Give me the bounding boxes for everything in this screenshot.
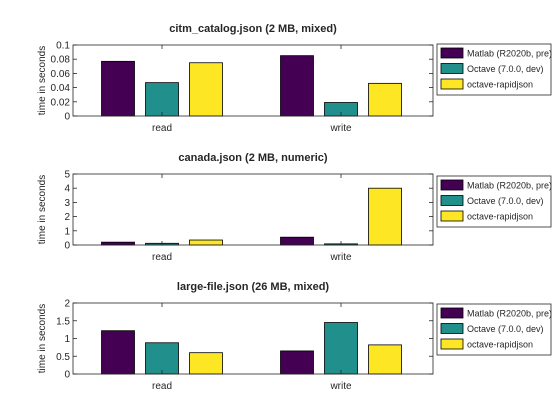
y-tick-label: 0 <box>64 112 70 123</box>
x-tick-label-read: read <box>152 123 172 134</box>
legend-swatch-1 <box>440 307 464 319</box>
legend-label-1: Matlab (R2020b, pre) <box>467 309 552 319</box>
bar-write-series-3 <box>368 82 402 117</box>
y-axis-label: time in seconds <box>37 304 48 373</box>
bar-read-series-2 <box>145 82 179 117</box>
legend-swatch-3 <box>440 78 464 90</box>
legend-label-3: octave-rapidjson <box>467 80 533 90</box>
legend-swatch-3 <box>440 338 464 350</box>
x-tick-label-read: read <box>152 381 172 392</box>
chart-title: large-file.json (26 MB, mixed) <box>177 281 330 293</box>
bar-read-series-1 <box>101 60 135 117</box>
y-tick-label: 3 <box>64 198 70 209</box>
bar-write-series-1 <box>280 350 314 375</box>
chart-title: canada.json (2 MB, numeric) <box>178 152 327 164</box>
y-tick-label: 0 <box>64 370 70 381</box>
bar-write-series-2 <box>324 322 358 375</box>
y-tick-label: 0.1 <box>56 41 70 52</box>
y-tick-label: 4 <box>64 184 70 195</box>
y-tick-label: 0.08 <box>51 55 71 66</box>
bar-read-series-2 <box>145 342 179 375</box>
y-tick-label: 0.02 <box>51 97 71 108</box>
axes-box <box>72 173 434 246</box>
y-tick-label: 5 <box>64 170 70 181</box>
legend: Matlab (R2020b, pre) Octave (7.0.0, dev) o… <box>436 175 552 228</box>
axes-box <box>72 44 434 117</box>
y-tick-label: 1 <box>64 226 70 237</box>
legend-swatch-2 <box>440 63 464 74</box>
bar-read-series-3 <box>189 62 223 117</box>
y-tick-label: 0.04 <box>51 83 71 94</box>
legend-label-2: Octave (7.0.0, dev) <box>467 196 544 206</box>
x-tick-label-write: write <box>329 252 352 263</box>
legend-swatch-2 <box>440 323 464 334</box>
legend-label-2: Octave (7.0.0, dev) <box>467 324 544 334</box>
bar-read-series-1 <box>101 241 135 246</box>
y-tick-label: 0 <box>64 241 70 252</box>
chart-panel-1: citm_catalog.json (2 MB, mixed) 0 0.02 0.04… <box>37 23 552 134</box>
x-tick-label-write: write <box>329 123 352 134</box>
legend-swatch-2 <box>440 195 464 206</box>
x-tick-label-read: read <box>152 252 172 263</box>
bar-write-series-1 <box>280 55 314 117</box>
y-axis-label: time in seconds <box>37 46 48 115</box>
y-tick-label: 2 <box>64 299 70 310</box>
chart-title: citm_catalog.json (2 MB, mixed) <box>169 23 337 35</box>
legend-swatch-1 <box>440 179 464 191</box>
legend-swatch-1 <box>440 47 464 59</box>
y-tick-label: 1 <box>64 334 70 345</box>
bar-read-series-1 <box>101 330 135 375</box>
bar-write-series-3 <box>368 344 402 375</box>
bar-read-series-3 <box>189 352 223 375</box>
legend-label-1: Matlab (R2020b, pre) <box>467 181 552 191</box>
bar-read-series-3 <box>189 239 223 246</box>
legend-label-3: octave-rapidjson <box>467 212 533 222</box>
legend-label-1: Matlab (R2020b, pre) <box>467 49 552 59</box>
y-tick-label: 2 <box>64 212 70 223</box>
legend-label-2: Octave (7.0.0, dev) <box>467 64 544 74</box>
bar-write-series-3 <box>368 187 402 246</box>
legend-swatch-3 <box>440 210 464 222</box>
y-tick-label: 1.5 <box>56 316 70 327</box>
y-tick-label: 0.5 <box>56 352 70 363</box>
chart-panel-3: large-file.json (26 MB, mixed) 0 0.5 1 1.5 2 r… <box>37 281 552 392</box>
y-axis-label: time in seconds <box>37 175 48 244</box>
chart-panel-2: canada.json (2 MB, numeric) 0 1 2 3 4 5 read wri… <box>37 152 552 263</box>
y-tick-label: 0.06 <box>51 69 71 80</box>
legend-label-3: octave-rapidjson <box>467 340 533 350</box>
legend: Matlab (R2020b, pre) Octave (7.0.0, dev) o… <box>436 303 552 356</box>
legend: Matlab (R2020b, pre) Octave (7.0.0, dev) o… <box>436 43 552 96</box>
x-tick-label-write: write <box>329 381 352 392</box>
bar-write-series-1 <box>280 236 314 246</box>
